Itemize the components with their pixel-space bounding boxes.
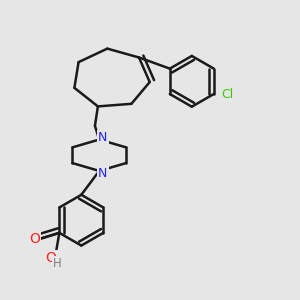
Text: N: N [98, 167, 107, 180]
Text: H: H [52, 257, 61, 270]
Text: Cl: Cl [221, 88, 233, 100]
Text: N: N [98, 131, 107, 144]
Text: O: O [29, 232, 40, 246]
Text: O: O [46, 250, 56, 265]
